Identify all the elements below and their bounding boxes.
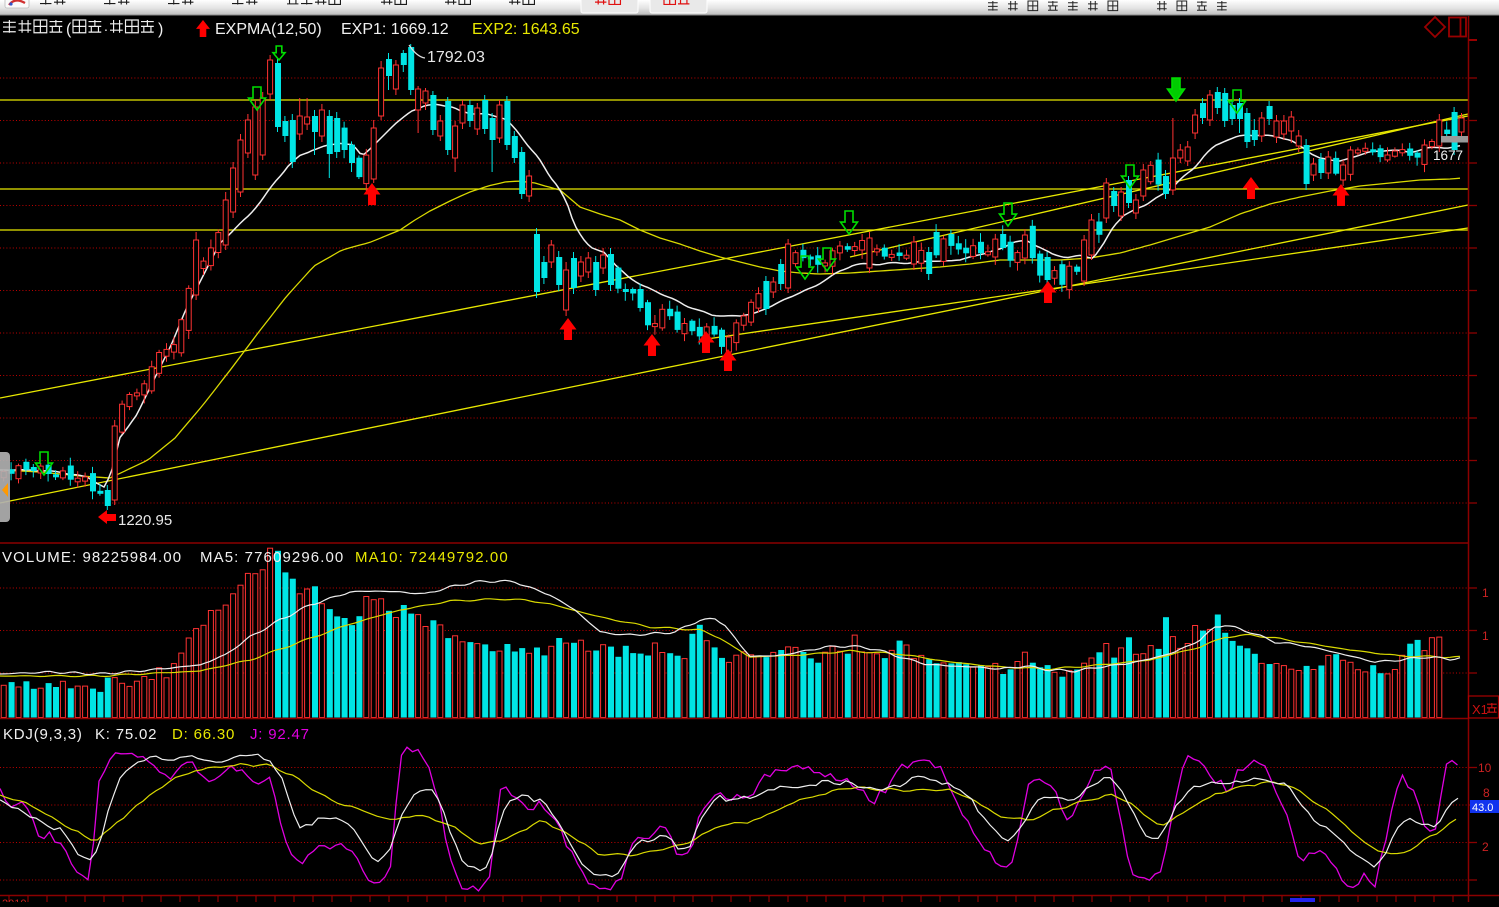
svg-text:1: 1: [1482, 586, 1489, 600]
svg-text:1220.95: 1220.95: [118, 512, 172, 529]
svg-text:VOLUME: 98225984.00: VOLUME: 98225984.00: [2, 549, 182, 566]
svg-text:J: 92.47: J: 92.47: [250, 726, 310, 743]
svg-text:1677: 1677: [1433, 148, 1463, 163]
svg-text:EXP1: 1669.12: EXP1: 1669.12: [341, 21, 449, 38]
svg-text:EXP2: 1643.65: EXP2: 1643.65: [472, 21, 580, 38]
svg-text:2: 2: [1482, 840, 1489, 854]
svg-text:K: 75.02: K: 75.02: [95, 726, 157, 743]
svg-text:8: 8: [1483, 786, 1490, 800]
svg-text:): ): [158, 21, 163, 38]
svg-text:10: 10: [1478, 761, 1492, 775]
svg-text:MA5: 77609296.00: MA5: 77609296.00: [200, 549, 344, 566]
svg-text:2010: 2010: [2, 898, 26, 902]
svg-text:D: 66.30: D: 66.30: [172, 726, 235, 743]
svg-text:(: (: [66, 21, 72, 38]
svg-text:X1: X1: [1472, 702, 1488, 717]
svg-text:1: 1: [1482, 629, 1489, 643]
svg-text:43.0: 43.0: [1472, 802, 1493, 814]
svg-text:EXPMA(12,50): EXPMA(12,50): [215, 21, 322, 38]
svg-text:MA10: 72449792.00: MA10: 72449792.00: [355, 549, 509, 566]
svg-text:.: .: [104, 18, 108, 34]
svg-text:KDJ(9,3,3): KDJ(9,3,3): [3, 726, 83, 743]
svg-text:1792.03: 1792.03: [427, 49, 485, 66]
